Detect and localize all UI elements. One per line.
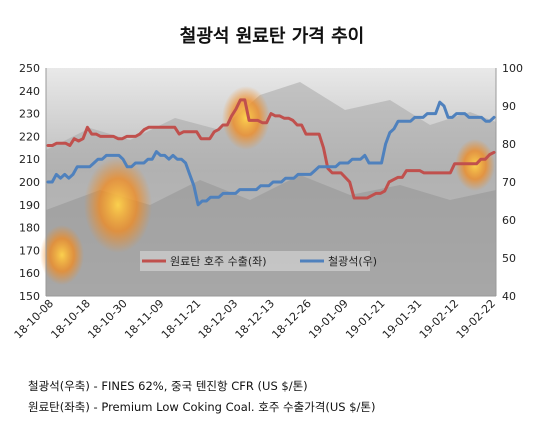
right-axis-tick-label: 90 — [502, 100, 516, 113]
chart-title: 철광석 원료탄 가격 추이 — [179, 26, 365, 47]
x-axis-tick-label: 18-12-13 — [233, 297, 278, 342]
x-axis-tick-label: 18-12-03 — [196, 297, 241, 342]
right-axis-tick-label: 70 — [502, 176, 516, 189]
series-line-coking-coal — [46, 98, 496, 200]
left-axis-tick-label: 170 — [19, 244, 40, 257]
left-axis-tick-label: 210 — [19, 153, 40, 166]
x-axis-tick-label: 18-10-08 — [12, 297, 57, 342]
x-axis-tick-label: 19-01-09 — [306, 297, 351, 342]
series-line-iron-ore — [46, 100, 496, 207]
legend: 원료탄 호주 수출(좌) 철광석(우) — [140, 251, 377, 271]
chart-axes — [45, 68, 497, 297]
left-axis-tick-label: 180 — [19, 222, 40, 235]
left-axis-tick-label: 160 — [19, 267, 40, 280]
left-axis-tick-label: 250 — [19, 62, 40, 75]
right-axis-tick-label: 80 — [502, 138, 516, 151]
right-axis-tick-label: 40 — [502, 290, 516, 303]
left-axis-tick-label: 200 — [19, 176, 40, 189]
x-axis-tick-label: 18-12-26 — [269, 297, 314, 342]
legend-label-coking-coal: 원료탄 호주 수출(좌) — [170, 255, 267, 268]
left-axis-tick-label: 150 — [19, 290, 40, 303]
x-axis-tick-label: 18-10-30 — [85, 297, 130, 342]
footnote-coking-coal: 원료탄(좌축) - Premium Low Coking Coal. 호주 수출… — [28, 400, 376, 414]
left-axis-tick-label: 230 — [19, 108, 40, 121]
x-axis-tick-label: 19-01-21 — [343, 297, 388, 342]
right-axis-tick-label: 60 — [502, 214, 516, 227]
right-axis-tick-label: 100 — [502, 62, 523, 75]
x-axis-tick-label: 19-02-22 — [454, 297, 499, 342]
right-axis-tick-label: 50 — [502, 252, 516, 265]
x-axis-tick-label: 18-10-18 — [48, 297, 93, 342]
left-axis-tick-label: 240 — [19, 85, 40, 98]
x-axis-tick-label: 18-11-09 — [122, 297, 167, 342]
x-axis-tick-label: 18-11-21 — [159, 297, 204, 342]
x-axis-tick-label: 19-02-12 — [417, 297, 462, 342]
left-axis-tick-label: 220 — [19, 130, 40, 143]
footnote-iron-ore: 철광석(우축) - FINES 62%, 중국 텐진항 CFR (US $/톤) — [28, 379, 308, 393]
left-axis-tick-label: 190 — [19, 199, 40, 212]
x-axis-tick-label: 19-01-31 — [380, 297, 425, 342]
legend-label-iron-ore: 철광석(우) — [328, 255, 377, 268]
